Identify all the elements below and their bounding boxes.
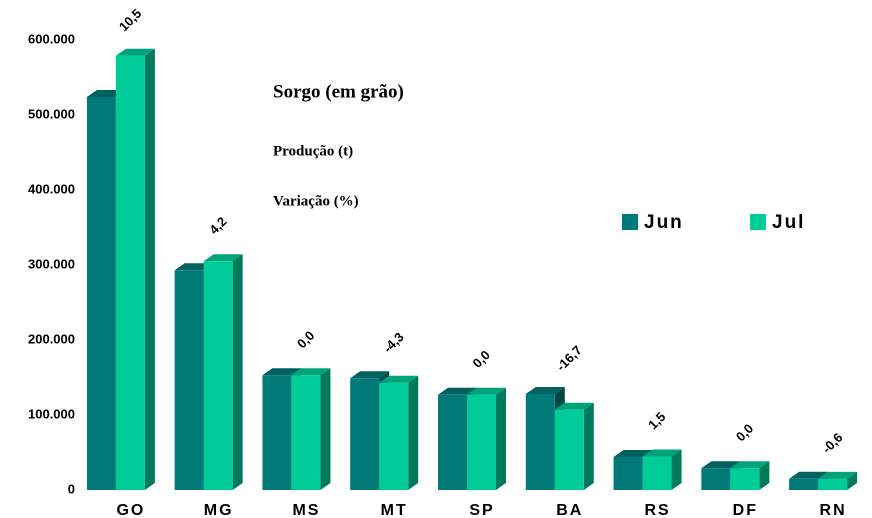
- bar: [379, 375, 419, 490]
- bar-front: [291, 375, 321, 490]
- bar-top: [730, 461, 770, 469]
- bar-front: [701, 468, 731, 490]
- bar-top: [525, 387, 565, 394]
- bar-front: [730, 468, 760, 490]
- bar-top: [350, 371, 390, 379]
- x-tick-label: MS: [292, 502, 320, 518]
- x-tick-label: RN: [820, 502, 847, 518]
- x-tick-label: GO: [116, 502, 145, 518]
- bar-top: [613, 450, 653, 457]
- legend-label: Jun: [644, 212, 684, 233]
- data-label: 1,5: [645, 409, 668, 432]
- data-label: -16,7: [553, 342, 585, 374]
- bar-top: [789, 471, 829, 479]
- bar: [467, 387, 506, 490]
- x-tick-label: SP: [469, 502, 494, 518]
- data-label: 0,0: [470, 347, 493, 370]
- bar: [115, 48, 155, 490]
- bar-side: [408, 375, 419, 490]
- bar-front: [818, 478, 848, 490]
- bar-top: [467, 387, 506, 395]
- bar-top: [438, 387, 477, 395]
- bar-front: [554, 409, 584, 490]
- bar: [554, 402, 594, 490]
- bar-top: [262, 368, 302, 376]
- data-label: -4,3: [380, 329, 406, 355]
- bar-front: [642, 456, 672, 490]
- bar-side: [320, 368, 331, 490]
- bar: [291, 368, 331, 490]
- y-tick-label: 100.000: [28, 406, 75, 421]
- bar-front: [525, 394, 555, 490]
- bar-front: [262, 375, 292, 490]
- bar-side: [583, 402, 594, 490]
- chart-subtitle: Variação (%): [273, 193, 359, 209]
- bar-side: [496, 387, 506, 490]
- data-label: -0,6: [819, 430, 845, 456]
- bar-side: [759, 461, 770, 490]
- bar-front: [789, 478, 819, 490]
- bar-top: [554, 402, 594, 410]
- x-tick-label: MT: [381, 502, 408, 518]
- y-tick-label: 300.000: [28, 256, 75, 271]
- legend-swatch: [622, 214, 638, 230]
- bar-front: [379, 382, 409, 490]
- y-tick-label: 0: [68, 481, 75, 496]
- data-label: 10,5: [116, 6, 145, 35]
- bar-front: [613, 457, 643, 490]
- chart-subtitle: Produção (t): [273, 143, 353, 159]
- bar: [203, 254, 243, 490]
- bar-front: [467, 394, 496, 490]
- legend-label: Jul: [772, 212, 805, 233]
- bar: [642, 449, 682, 490]
- y-tick-label: 400.000: [28, 181, 75, 196]
- legend-swatch: [750, 214, 766, 230]
- bar-front: [203, 261, 233, 490]
- y-tick-label: 600.000: [28, 31, 75, 46]
- data-label: 4,2: [206, 214, 229, 237]
- bar-front: [115, 55, 145, 490]
- x-tick-label: RS: [644, 502, 670, 518]
- bar: [730, 461, 770, 490]
- bar-side: [232, 254, 243, 490]
- data-label: 0,0: [294, 328, 317, 351]
- y-tick-label: 500.000: [28, 106, 75, 121]
- bar-front: [86, 97, 116, 490]
- bar-front: [174, 270, 204, 490]
- bar-top: [379, 375, 419, 383]
- chart-title: Sorgo (em grão): [273, 81, 404, 102]
- bar-top: [115, 48, 155, 56]
- bar-side: [847, 471, 858, 490]
- bar-top: [642, 449, 682, 457]
- x-tick-label: DF: [733, 502, 758, 518]
- bar-top: [818, 471, 858, 479]
- y-tick-label: 200.000: [28, 331, 75, 346]
- bar-top: [701, 461, 741, 469]
- x-tick-label: BA: [556, 502, 583, 518]
- bar-side: [144, 48, 155, 490]
- data-label: 0,0: [733, 421, 756, 444]
- bar-top: [203, 254, 243, 262]
- x-tick-label: MG: [204, 502, 234, 518]
- bar-side: [671, 449, 682, 490]
- bar-front: [350, 378, 380, 490]
- bar: [818, 471, 858, 490]
- bar-top: [291, 368, 331, 376]
- bar-front: [438, 394, 467, 490]
